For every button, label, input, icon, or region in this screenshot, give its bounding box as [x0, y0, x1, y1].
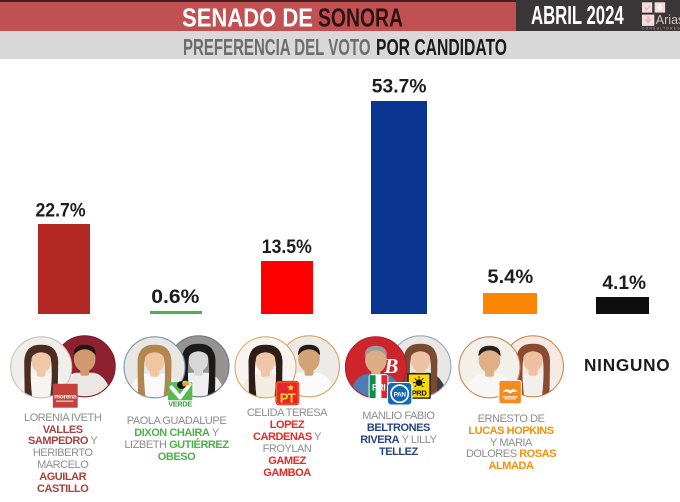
svg-text:morena: morena — [54, 394, 77, 401]
svg-text:Arias: Arias — [656, 13, 680, 27]
svg-text:5.4%: 5.4% — [487, 266, 533, 288]
svg-text:PT: PT — [280, 390, 296, 405]
svg-text:CONSULTORES: CONSULTORES — [642, 26, 680, 30]
svg-text:ABRIL 2024: ABRIL 2024 — [531, 0, 624, 30]
svg-text:53.7%: 53.7% — [372, 76, 427, 98]
svg-text:VERDE: VERDE — [168, 399, 192, 408]
svg-text:B: B — [383, 354, 398, 378]
svg-text:4.1%: 4.1% — [602, 272, 646, 294]
svg-text:SENADO DE: SENADO DE — [182, 5, 313, 33]
svg-text:PAN: PAN — [394, 391, 407, 398]
svg-text:PRD: PRD — [412, 389, 428, 398]
svg-text:PRI: PRI — [372, 383, 385, 393]
svg-text:POR CANDIDATO: POR CANDIDATO — [376, 34, 507, 60]
svg-text:PREFERENCIA DEL VOTO: PREFERENCIA DEL VOTO — [183, 34, 371, 60]
svg-text:13.5%: 13.5% — [262, 236, 312, 258]
svg-text:0.6%: 0.6% — [151, 286, 199, 308]
svg-text:SONORA: SONORA — [318, 5, 403, 33]
svg-text:22.7%: 22.7% — [36, 200, 86, 222]
